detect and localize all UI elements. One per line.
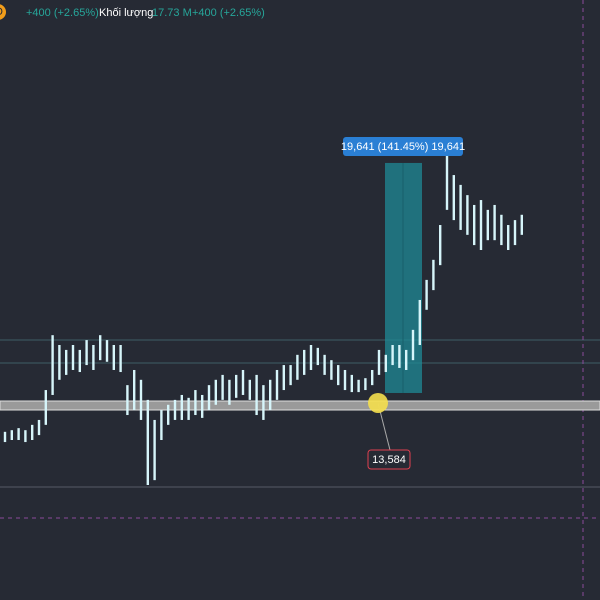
change: +400 (+2.65%) xyxy=(26,7,99,19)
low-label: 13,584 xyxy=(372,454,406,466)
volume-label: Khối lượng xyxy=(99,7,153,19)
low-label-box xyxy=(367,449,411,470)
support-band xyxy=(0,400,600,411)
measure-anchor xyxy=(368,392,388,413)
measure-label-box xyxy=(343,136,463,156)
badge-text: D xyxy=(0,6,3,18)
volume: 17.73 M xyxy=(152,7,192,19)
badge xyxy=(0,4,6,20)
volume-change: +400 (+2.65%) xyxy=(192,7,265,19)
measure-label: 19,641 (141.45%) 19,641 xyxy=(341,141,465,153)
